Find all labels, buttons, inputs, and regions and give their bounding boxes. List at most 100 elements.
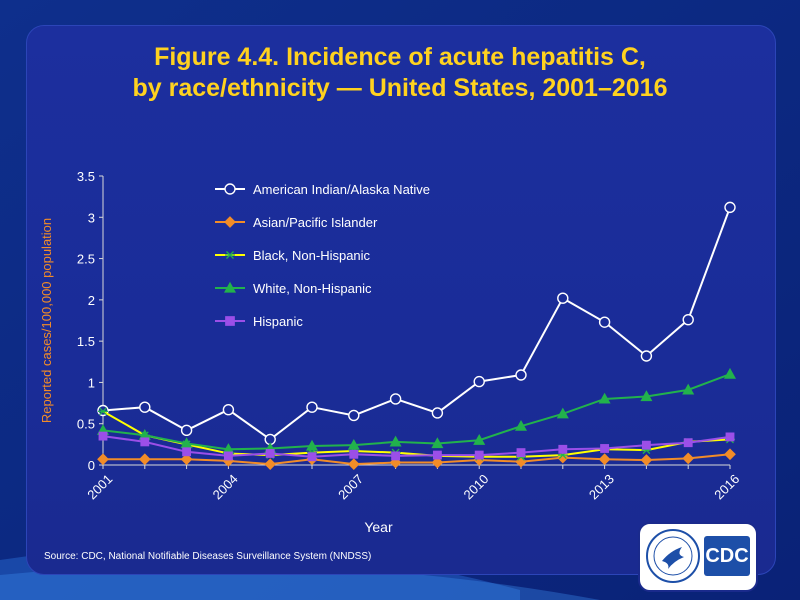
legend-item: American Indian/Alaska Native <box>215 182 430 197</box>
data-point-marker <box>640 350 653 362</box>
data-point-marker <box>139 401 151 413</box>
data-point-marker <box>98 407 108 416</box>
series-white-non-hispanic <box>96 367 737 454</box>
data-point-marker <box>97 453 109 466</box>
data-point-marker <box>349 449 359 459</box>
data-point-marker <box>725 432 735 442</box>
y-tick-label: 2.5 <box>77 252 95 267</box>
data-point-marker <box>180 424 193 437</box>
y-axis-label: Reported cases/100,000 population <box>39 218 54 423</box>
series-hispanic <box>98 431 735 462</box>
data-point-marker <box>432 450 442 460</box>
data-point-marker <box>516 448 526 458</box>
series-asian-pacific-islander <box>97 448 736 471</box>
data-point-marker <box>223 281 237 293</box>
cdc-logo-badge: CDC <box>638 522 758 592</box>
data-point-marker <box>473 433 486 445</box>
series-line <box>102 207 731 441</box>
data-point-marker <box>348 409 360 422</box>
data-point-marker <box>682 313 694 326</box>
data-point-marker <box>180 453 193 466</box>
data-point-marker <box>391 451 401 461</box>
data-point-marker <box>225 316 235 326</box>
legend-label: Asian/Pacific Islander <box>253 215 378 230</box>
data-point-marker <box>640 390 653 402</box>
data-point-marker <box>431 407 444 419</box>
legend-label: Black, Non-Hispanic <box>253 248 371 263</box>
data-point-marker <box>431 456 444 469</box>
data-point-marker <box>600 444 610 453</box>
data-point-marker <box>556 407 569 419</box>
data-point-marker <box>347 438 360 450</box>
y-tick-label: 3.5 <box>77 169 95 184</box>
data-point-marker <box>223 451 233 461</box>
data-point-marker <box>598 392 611 404</box>
data-point-marker <box>598 316 611 328</box>
legend-item: Hispanic <box>215 314 303 329</box>
data-point-marker <box>264 458 277 471</box>
data-point-marker <box>306 401 318 413</box>
source-note: Source: CDC, National Notifiable Disease… <box>44 551 372 562</box>
data-point-marker <box>224 183 236 195</box>
data-point-marker <box>347 458 360 471</box>
data-point-marker <box>431 437 444 449</box>
data-point-marker <box>307 452 317 462</box>
data-point-marker <box>682 452 695 465</box>
x-axis-label: Year <box>364 519 393 535</box>
y-tick-label: 1.5 <box>77 334 95 349</box>
data-point-marker <box>98 431 108 441</box>
data-point-marker <box>682 383 695 395</box>
series-line <box>102 373 731 451</box>
data-point-marker <box>182 447 192 457</box>
chart-axes: 0 0.5 1 1.5 2 2.5 3 3.5 2001 2004 2007 2010 2013 2016… <box>39 169 742 535</box>
legend-item: White, Non-Hispanic <box>215 281 372 296</box>
chart-series <box>96 201 737 471</box>
y-tick-label: 0.5 <box>77 417 95 432</box>
x-tick-label: 2007 <box>335 471 366 502</box>
data-point-marker <box>724 201 736 214</box>
series-line <box>103 453 731 466</box>
cdc-logo-text: CDC <box>704 536 750 576</box>
y-tick-label: 2 <box>88 293 95 308</box>
series-line <box>102 435 731 458</box>
x-tick-label: 2001 <box>84 471 115 502</box>
chart-title: Figure 4.4. Incidence of acute hepatitis… <box>0 42 800 104</box>
data-point-marker <box>222 403 235 416</box>
data-point-marker <box>224 216 236 228</box>
data-point-marker <box>723 367 737 379</box>
data-point-marker <box>389 435 402 447</box>
content-panel <box>26 25 776 575</box>
data-point-marker <box>305 439 319 451</box>
data-point-marker <box>225 251 235 259</box>
data-point-marker <box>265 449 275 458</box>
data-point-marker <box>474 450 484 460</box>
y-tick-label: 1 <box>88 375 95 390</box>
legend-label: American Indian/Alaska Native <box>253 182 430 197</box>
legend-label: White, Non-Hispanic <box>253 281 372 296</box>
data-point-marker <box>515 369 527 381</box>
title-line-1: Figure 4.4. Incidence of acute hepatitis… <box>154 43 646 71</box>
x-tick-label: 2016 <box>711 471 742 502</box>
y-tick-label: 3 <box>88 210 95 225</box>
data-point-marker <box>724 448 736 461</box>
data-point-marker <box>641 440 651 450</box>
data-point-marker <box>683 438 693 448</box>
data-point-marker <box>514 419 528 431</box>
legend-item: Black, Non-Hispanic <box>215 248 371 263</box>
chart-legend: American Indian/Alaska Native Asian/Pacif… <box>215 182 430 329</box>
legend-item: Asian/Pacific Islander <box>215 215 378 230</box>
data-point-marker <box>640 454 653 466</box>
data-point-marker <box>598 453 611 466</box>
series-line <box>102 410 731 458</box>
data-point-marker <box>557 292 569 304</box>
data-point-marker <box>558 444 568 454</box>
x-tick-label: 2013 <box>586 471 617 502</box>
x-tick-label: 2010 <box>460 471 491 502</box>
data-point-marker <box>389 393 402 405</box>
series-american-indian-alaska-native <box>97 201 736 446</box>
data-point-marker <box>140 437 150 447</box>
title-line-2: by race/ethnicity — United States, 2001–… <box>132 74 668 102</box>
x-tick-label: 2004 <box>210 471 241 502</box>
data-point-marker <box>473 375 485 388</box>
